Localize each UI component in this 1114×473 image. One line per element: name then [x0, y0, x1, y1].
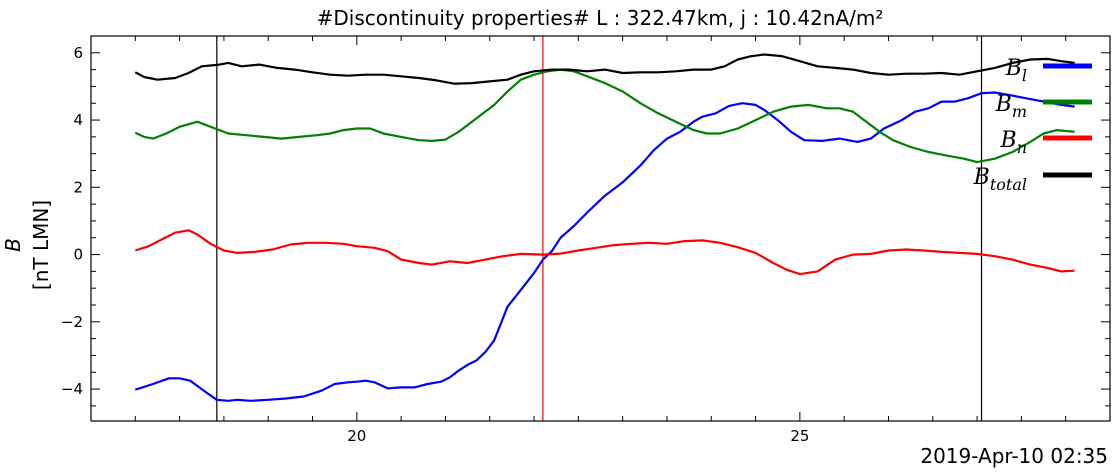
y-tick-label: 4: [73, 111, 83, 129]
series-layer: [134, 53, 1075, 402]
series-line-total: [134, 53, 1075, 85]
tick-labels: 20 25 −4 −2 0 2 4 6: [61, 44, 810, 445]
chart-title: #Discontinuity properties# L : 322.47km,…: [317, 6, 884, 30]
series-line-l: [134, 91, 1075, 402]
legend-label-total: Btotal: [973, 165, 1027, 194]
y-axis-label-units: [nT LMN]: [29, 200, 53, 290]
x-tick-label: 20: [347, 427, 366, 445]
x-tick-label: 25: [790, 427, 809, 445]
y-tick-label: 6: [73, 44, 83, 62]
axis-ticks: [90, 35, 1111, 421]
date-label: 2019-Apr-10 02:35: [920, 444, 1108, 468]
series-line-m: [134, 68, 1075, 164]
legend-label-l: Bl: [1005, 56, 1027, 85]
legend: Bl Bm Bn Btotal: [973, 56, 1092, 194]
y-axis-label: B [nT LMN]: [1, 200, 53, 290]
y-tick-label: −4: [61, 380, 83, 398]
y-tick-label: −2: [61, 313, 83, 331]
plot-frame: [90, 35, 1111, 422]
vertical-markers: [216, 36, 983, 421]
y-axis-label-symbol: B: [1, 238, 25, 252]
y-tick-label: 0: [73, 246, 83, 264]
legend-label-m: Bm: [995, 92, 1027, 121]
y-tick-label: 2: [73, 178, 83, 196]
legend-label-n: Bn: [1000, 128, 1027, 157]
series-line-n: [134, 229, 1075, 276]
